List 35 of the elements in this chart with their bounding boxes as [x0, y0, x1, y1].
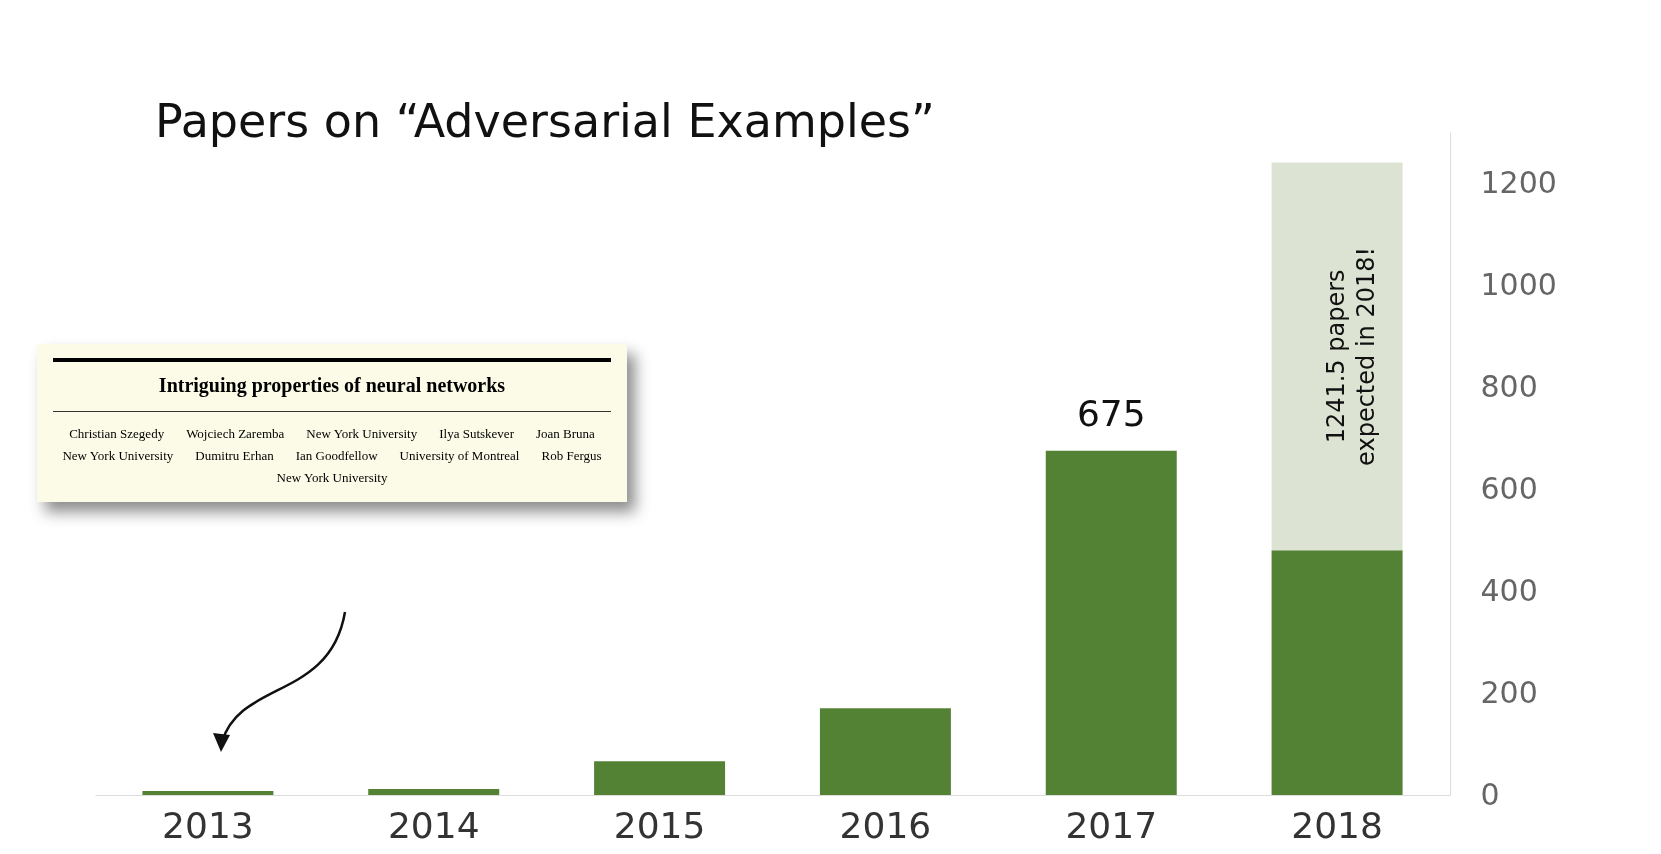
x-tick-label: 2013	[162, 804, 254, 846]
annotation: Christian Szegedy	[69, 426, 165, 442]
y-tick-label: 0	[1480, 776, 1500, 812]
annotation: New York University	[306, 426, 418, 442]
annotation: Dumitru Erhan	[195, 448, 274, 464]
annotation: New York University	[62, 448, 174, 464]
bar	[142, 790, 274, 795]
bar	[1271, 550, 1403, 795]
data-label: 675	[1076, 392, 1146, 434]
annotation: University of Montreal	[399, 448, 520, 464]
x-tick-label: 2014	[387, 804, 480, 846]
y-tick-label: 800	[1480, 368, 1538, 404]
y-tick-label: 200	[1480, 674, 1538, 710]
y-tick-label: 600	[1480, 470, 1538, 506]
x-tick-label: 2015	[613, 804, 706, 846]
annotation: Intriguing properties of neural networks	[157, 373, 507, 399]
y-tick-label: 400	[1480, 572, 1538, 608]
bar	[1045, 450, 1177, 795]
x-tick-label: 2018	[1291, 804, 1383, 846]
bar	[368, 788, 500, 795]
y-tick-label: 1000	[1480, 266, 1557, 302]
annotation: Ian Goodfellow	[295, 448, 378, 464]
chart-title: Papers on “Adversarial Examples”	[155, 94, 935, 148]
bar	[819, 708, 951, 795]
annotation: Wojciech Zaremba	[186, 426, 285, 442]
annotation: Rob Fergus	[541, 448, 602, 464]
annotation: New York University	[276, 470, 388, 486]
bar	[1271, 162, 1403, 551]
annotation: 1241.5 papers expected in 2018!	[1322, 246, 1381, 466]
annotation: Ilya Sutskever	[439, 426, 514, 442]
y-tick-label: 1200	[1480, 164, 1557, 200]
x-tick-label: 2016	[839, 804, 932, 846]
bar	[594, 761, 726, 795]
annotation: Joan Bruna	[535, 426, 595, 442]
x-tick-label: 2017	[1065, 804, 1158, 846]
